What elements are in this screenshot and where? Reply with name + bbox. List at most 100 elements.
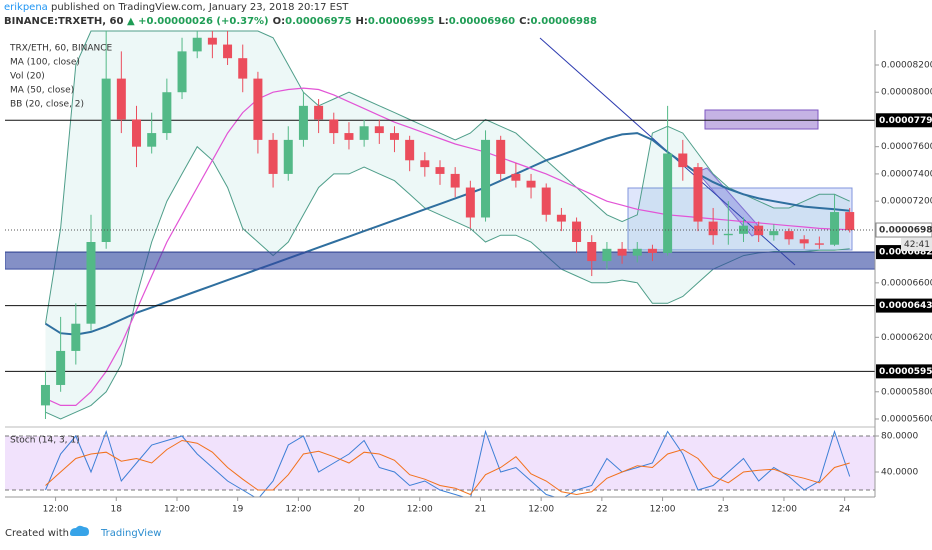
candle-body [769,231,779,236]
symbol: BINANCE:TRXETH, 60 [4,16,124,27]
bb-fill [45,30,850,420]
candle-body [253,78,263,140]
candle-body [556,214,566,222]
candle-body [147,133,157,147]
x-tick-label: 12:00 [285,505,311,515]
ma-line [45,87,850,406]
candle-body [192,37,202,52]
bb-upper [45,30,850,324]
stoch-title: Stoch (14, 3, 1) [10,436,80,446]
x-tick-label: 12:00 [771,505,797,515]
ohlc-value: 0.00006988 [530,16,597,27]
legend-entry: BB (20, close, 2) [10,100,84,110]
ohlc-value: 0.00006995 [367,16,435,27]
countdown-label: 42:41 [904,240,930,250]
candle-body [116,78,126,120]
level-tag-label: 0.00006826 [879,248,932,258]
y-tick-label: 0.00005600 [881,415,932,425]
candle-body [845,212,855,231]
candle-body [132,119,142,147]
candle-body [101,78,111,243]
candle-body [177,51,187,93]
candle-body [723,233,733,236]
y-tick-label: 0.00007400 [881,169,932,179]
candle-body [314,105,324,120]
x-tick-label: 12:00 [164,505,190,515]
level-tag [876,113,932,128]
candle-body [207,37,217,45]
last-price-label: 0.00006988 [879,226,932,236]
candle-body [71,323,81,351]
y-tick-label: 0.00008000 [881,88,932,98]
brand[interactable]: TradingView [100,528,162,539]
candle-body [541,187,551,215]
range-box [627,187,853,251]
x-tick-label: 21 [475,505,486,515]
logo [70,525,89,536]
x-tick-label: 18 [111,505,123,515]
ohlc-key: O: [272,16,286,27]
change: +0.00000026 (+0.37%) [138,16,269,27]
price-pane [5,30,875,420]
x-tick-label: 12:00 [407,505,433,515]
target-box [704,109,819,130]
axes: 0.00008200 0.00008000 0.00007600 0.00007400… [43,60,932,515]
x-tick-label: 24 [839,505,851,515]
x-tick-label: 12:00 [528,505,554,515]
ma-line [44,132,850,336]
level-tag-label: 0.00007794 [879,116,932,126]
candle-body [359,126,369,140]
candle-body [511,173,521,181]
author[interactable]: erikpena [4,2,48,13]
stoch-tick-label: 40.0000 [881,467,918,477]
candle-body [526,180,536,188]
candle-body [693,167,703,222]
candle-body [435,167,445,174]
candle-body [814,243,824,245]
candle-body [465,187,475,218]
candle-body [708,221,718,236]
ohlc-value: 0.00006960 [448,16,516,27]
y-tick-label: 0.00007600 [881,142,932,152]
candle-body [86,242,96,324]
candle-body [420,160,430,168]
x-tick-label: 12:00 [43,505,69,515]
ohlc-value: 0.00006975 [285,16,352,27]
countdown-tag [901,238,932,252]
candle-body [647,248,657,253]
candle-body [344,133,354,140]
support-zone [5,251,875,270]
level-tag-label: 0.00006433 [879,301,932,311]
candle-body [572,221,582,243]
candle-body [496,139,506,174]
candle-body [40,384,50,406]
candle-body [238,58,248,79]
candle-body [389,133,399,140]
stoch-band [5,435,875,490]
candle-body [678,153,688,168]
candle-body [784,231,794,240]
stoch-tick-label: 80.0000 [881,431,918,441]
footer: Created with TradingView [5,528,161,539]
level-tag [876,298,932,313]
y-tick-label: 0.00007200 [881,197,932,207]
x-tick-label: 20 [353,505,365,515]
candle-body [298,105,308,140]
stoch-line [45,429,851,497]
candle-body [374,126,384,134]
y-tick-label: 0.00006200 [881,333,932,343]
ohlc-key: L: [438,16,449,27]
candle-body [632,248,642,256]
y-tick-label: 0.00005800 [881,387,932,397]
y-tick-label: 0.00006600 [881,278,932,288]
legend: TRX/ETH, 60, BINANCE MA (100, close) Vol… [9,44,113,446]
legend-entry: MA (50, close) [10,86,74,96]
candle-body [587,242,597,262]
y-tick-label: 0.00008200 [881,60,932,70]
legend-title: TRX/ETH, 60, BINANCE [9,44,113,54]
stoch-pane [5,429,875,497]
candle-body [602,248,612,262]
